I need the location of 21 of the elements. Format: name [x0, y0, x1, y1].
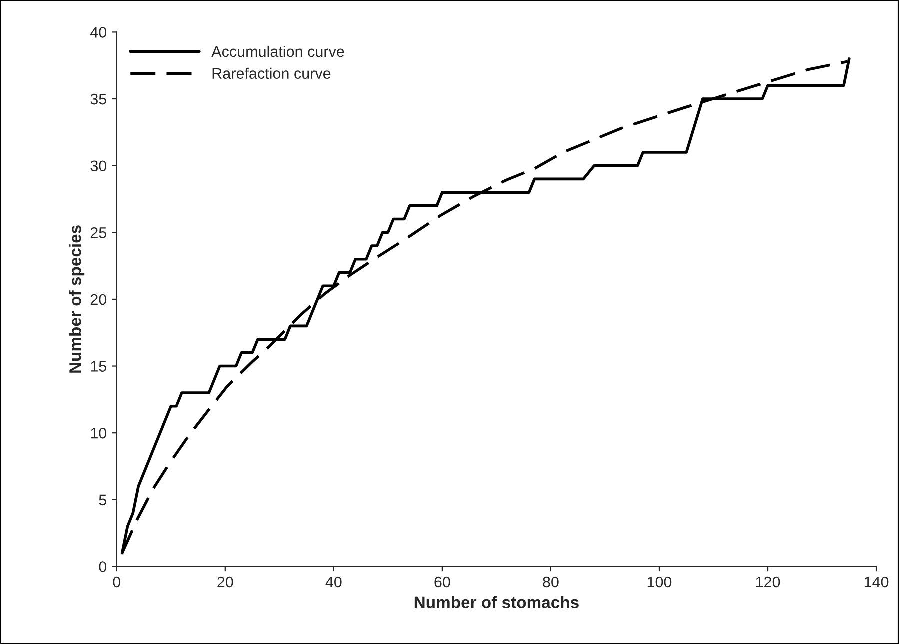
- x-tick-label: 60: [434, 576, 450, 588]
- y-tick-label: 5: [99, 494, 107, 506]
- y-tick-label: 35: [90, 94, 107, 105]
- x-tick-label: 100: [648, 576, 672, 588]
- y-tick-label: 20: [90, 294, 107, 306]
- x-tick-label: 120: [756, 576, 780, 588]
- x-tick-label: 140: [864, 576, 889, 588]
- y-tick-label: 10: [91, 428, 107, 439]
- y-axis-title: Number of species: [69, 226, 85, 373]
- x-tick-label: 80: [543, 576, 559, 588]
- legend-label: Rarefaction curve: [212, 68, 331, 80]
- x-tick-label: 40: [326, 576, 342, 588]
- x-tick-label: 0: [113, 576, 121, 588]
- x-axis-title: Number of stomachs: [414, 596, 579, 608]
- y-tick-label: 0: [99, 562, 107, 572]
- y-tick-label: 30: [90, 160, 107, 172]
- legend-label: Accumulation curve: [212, 46, 344, 58]
- x-tick-label: 20: [218, 576, 234, 588]
- y-tick-label: 15: [91, 361, 107, 372]
- y-tick-label: 25: [90, 228, 107, 238]
- y-tick-label: 40: [90, 27, 107, 38]
